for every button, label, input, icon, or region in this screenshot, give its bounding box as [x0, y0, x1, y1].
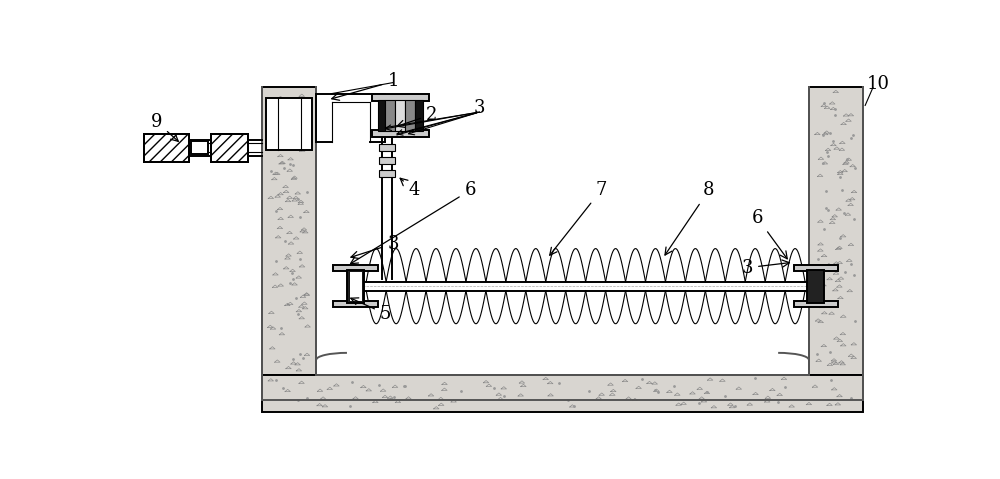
Bar: [266, 98, 312, 150]
Text: 1: 1: [332, 72, 399, 100]
Text: 3: 3: [742, 259, 789, 277]
Bar: [379, 157, 395, 164]
Bar: [211, 134, 248, 162]
Bar: [333, 265, 378, 271]
Text: 7: 7: [550, 181, 607, 255]
Bar: [809, 87, 863, 375]
Bar: [385, 100, 395, 131]
Bar: [144, 134, 189, 162]
Bar: [347, 270, 364, 303]
Text: 6: 6: [752, 209, 787, 259]
Bar: [262, 375, 863, 411]
Bar: [415, 100, 423, 131]
Bar: [794, 301, 838, 307]
Bar: [807, 270, 824, 303]
Bar: [211, 134, 248, 162]
Text: 4: 4: [400, 178, 420, 199]
Text: 2: 2: [397, 106, 437, 127]
Bar: [191, 141, 208, 155]
Bar: [333, 301, 378, 307]
Bar: [378, 100, 385, 131]
Bar: [144, 134, 189, 162]
Bar: [794, 265, 838, 271]
Bar: [379, 170, 395, 177]
Bar: [372, 94, 429, 101]
Bar: [349, 272, 362, 301]
Bar: [395, 100, 405, 131]
Bar: [379, 144, 395, 151]
Text: 8: 8: [665, 181, 715, 255]
Text: 10: 10: [867, 75, 890, 93]
Text: 9: 9: [151, 113, 178, 141]
Text: 5: 5: [351, 298, 391, 323]
Bar: [372, 130, 429, 137]
Bar: [262, 87, 316, 375]
Bar: [405, 100, 415, 131]
Text: 3: 3: [351, 235, 399, 259]
Text: 6: 6: [351, 181, 476, 263]
Text: 3: 3: [474, 99, 485, 117]
